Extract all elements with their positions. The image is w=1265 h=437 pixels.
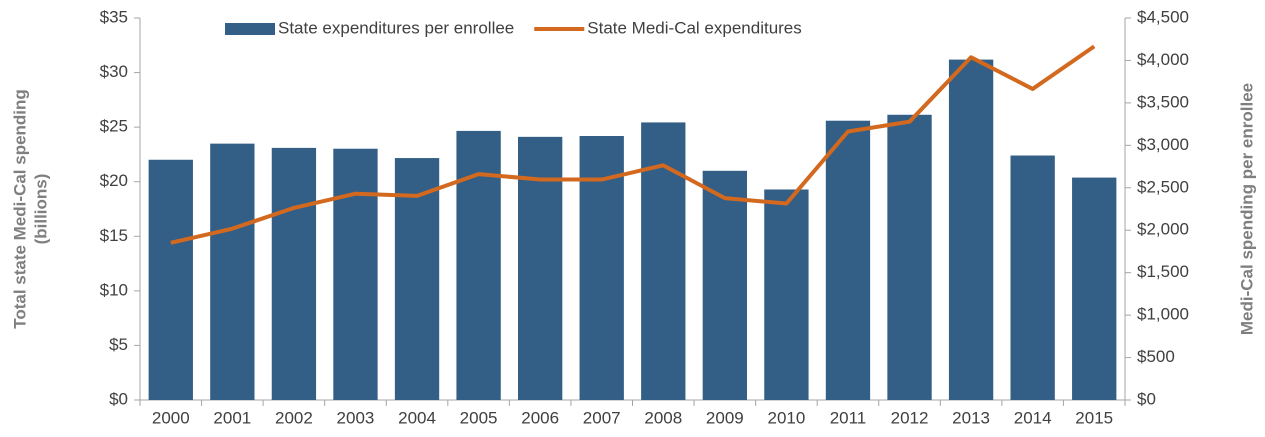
legend-swatch xyxy=(225,23,275,35)
bar xyxy=(702,170,748,400)
y-axis-title: (billions) xyxy=(31,174,50,245)
y2-tick-label: $3,000 xyxy=(1137,135,1189,154)
x-tick-label: 2001 xyxy=(213,408,251,427)
x-tick-label: 2008 xyxy=(644,408,682,427)
y-tick-label: $25 xyxy=(100,117,128,136)
y2-tick-label: $4,000 xyxy=(1137,50,1189,69)
bar xyxy=(456,130,501,400)
y2-tick-label: $2,000 xyxy=(1137,220,1189,239)
y-tick-label: $35 xyxy=(100,7,128,26)
line xyxy=(170,44,1096,245)
y-tick-label: $20 xyxy=(100,171,128,190)
bar xyxy=(948,59,994,401)
x-tick-label: 2012 xyxy=(891,408,929,427)
bar xyxy=(1010,155,1055,400)
bar xyxy=(394,158,440,400)
y2-tick-label: $500 xyxy=(1137,347,1175,366)
bar xyxy=(333,148,378,400)
legend-label: State expenditures per enrollee xyxy=(278,18,514,37)
y-tick-label: $15 xyxy=(100,226,128,245)
bar xyxy=(887,114,932,401)
x-tick-label: 2007 xyxy=(583,408,621,427)
y2-tick-label: $4,500 xyxy=(1137,7,1189,26)
bar xyxy=(271,147,317,400)
x-tick-label: 2015 xyxy=(1075,408,1113,427)
y2-tick-label: $3,500 xyxy=(1137,92,1189,111)
legend-label: State Medi-Cal expenditures xyxy=(587,18,802,37)
y2-tick-label: $0 xyxy=(1137,389,1156,408)
bar xyxy=(210,143,255,400)
x-tick-label: 2003 xyxy=(337,408,375,427)
x-tick-label: 2000 xyxy=(152,408,190,427)
x-tick-label: 2011 xyxy=(830,408,867,427)
bar xyxy=(764,189,809,400)
x-tick-label: 2013 xyxy=(952,408,990,427)
bar xyxy=(148,159,193,400)
y-tick-label: $0 xyxy=(109,389,128,408)
y-tick-label: $30 xyxy=(100,62,128,81)
x-tick-label: 2005 xyxy=(460,408,498,427)
y-tick-label: $5 xyxy=(109,335,128,354)
x-tick-label: 2010 xyxy=(767,408,805,427)
x-tick-label: 2014 xyxy=(1014,408,1052,427)
y2-axis-title: Medi-Cal spending per enrollee xyxy=(1237,83,1256,335)
y2-tick-label: $1,500 xyxy=(1137,262,1189,281)
x-tick-label: 2004 xyxy=(398,408,436,427)
x-tick-label: 2006 xyxy=(521,408,559,427)
y-axis-title: Total state Medi-Cal spending xyxy=(10,89,29,329)
y2-tick-label: $1,000 xyxy=(1137,305,1189,324)
bar xyxy=(825,120,871,401)
bar xyxy=(1072,177,1117,400)
x-tick-label: 2002 xyxy=(275,408,313,427)
x-tick-label: 2009 xyxy=(706,408,744,427)
y2-tick-label: $2,500 xyxy=(1137,177,1189,196)
y-tick-label: $10 xyxy=(100,280,128,299)
